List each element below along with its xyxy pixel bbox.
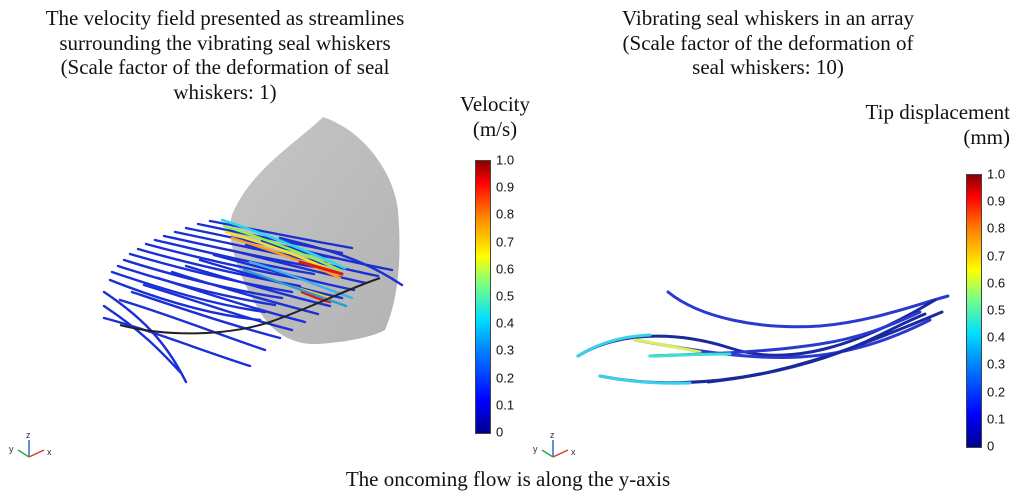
right-panel-title: Vibrating seal whiskers in an array (Sca…: [548, 6, 988, 80]
left-axis-x: x: [47, 447, 52, 457]
streamline-green: [222, 224, 342, 272]
displacement-tick: 0.4: [987, 329, 1006, 345]
velocity-label-unit: (m/s): [472, 117, 518, 141]
whisker-6: [706, 312, 927, 384]
seal-whisker: [119, 277, 381, 335]
velocity-tick: 0.9: [496, 179, 515, 195]
displacement-tick: 0.9: [987, 193, 1006, 209]
displacement-tick: 1.0: [987, 166, 1006, 182]
streamline: [142, 283, 294, 332]
displacement-tick: 0.5: [987, 302, 1006, 318]
displacement-tick: 0.8: [987, 220, 1006, 236]
velocity-tick: 1.0: [496, 152, 515, 168]
streamline-red: [298, 260, 344, 276]
streamline: [153, 238, 316, 276]
displacement-tick: 0.1: [987, 411, 1006, 427]
velocity-tick: 0: [496, 424, 504, 440]
streamline: [108, 278, 262, 322]
left-axis-y: y: [9, 444, 14, 454]
streamline: [110, 270, 267, 314]
velocity-tick: 0.4: [496, 315, 515, 331]
streamline: [102, 304, 182, 374]
streamline: [102, 316, 252, 368]
streamline: [156, 276, 307, 324]
streamline: [228, 248, 368, 285]
displacement-label-unit: (mm): [963, 125, 1010, 149]
streamline: [184, 264, 332, 308]
right-title-line-1: Vibrating seal whiskers in an array: [621, 6, 915, 30]
velocity-tick: 0.1: [496, 397, 515, 413]
velocity-tick: 0.3: [496, 342, 515, 358]
displacement-tick: 0.7: [987, 248, 1006, 264]
left-panel-title: The velocity field presented as streamli…: [0, 6, 450, 104]
figure-caption: The oncoming flow is along the y-axis: [345, 467, 671, 491]
right-axis-x: x: [571, 447, 576, 457]
whisker-1: [666, 290, 950, 329]
whisker-3-tip: [598, 374, 692, 385]
right-axis-y: y: [533, 444, 538, 454]
right-title-line-2: (Scale factor of the deformation of: [622, 30, 914, 55]
streamline: [208, 219, 354, 250]
displacement-tick: 0: [987, 438, 995, 454]
velocity-colorbar-ticks: 1.0 0.9 0.8 0.7 0.6 0.5 0.4 0.3 0.2 0.1 …: [496, 153, 526, 440]
right-axis-z: z: [550, 430, 555, 440]
velocity-tick: 0.2: [496, 370, 515, 386]
displacement-tick: 0.3: [987, 356, 1006, 372]
left-axis-z: z: [26, 430, 31, 440]
whisker-4-tip: [633, 338, 702, 354]
displacement-tick: 0.6: [987, 275, 1006, 291]
streamline: [128, 252, 294, 294]
fast-streamlines: [220, 218, 354, 308]
left-axes-triad: z x y: [9, 430, 52, 458]
streamline-red: [300, 290, 332, 304]
whisker-5-tip: [648, 352, 732, 358]
velocity-tick: 0.5: [496, 288, 515, 304]
streamline: [116, 264, 277, 307]
right-axes-triad: z x y: [533, 430, 576, 458]
displacement-colorbar-label: Tip displacement (mm): [810, 100, 1010, 150]
displacement-colorbar: [966, 174, 982, 448]
velocity-tick: 0.6: [496, 261, 515, 277]
right-title-line-3: seal whiskers: 10): [692, 55, 844, 79]
displacement-tick: 0.2: [987, 384, 1006, 400]
left-title-line-3: (Scale factor of the deformation of seal: [60, 55, 390, 79]
displacement-colorbar-ticks: 1.0 0.9 0.8 0.7 0.6 0.5 0.4 0.3 0.2 0.1 …: [987, 167, 1015, 454]
streamline-teal: [242, 268, 348, 308]
left-title-line-1: The velocity field presented as streamli…: [45, 6, 405, 30]
streamline: [118, 298, 267, 352]
whisker-2-tip: [576, 333, 652, 358]
streamline: [278, 236, 404, 287]
streamline-orange: [230, 236, 342, 280]
left-title-line-4: whiskers: 1): [173, 79, 277, 104]
streamline: [144, 242, 308, 282]
velocity-colorbar-label: Velocity (m/s): [440, 92, 550, 142]
left-title-line-2: surrounding the vibrating seal whiskers: [59, 30, 391, 55]
streamline: [130, 290, 282, 340]
whisker-array: [576, 290, 950, 385]
velocity-label-name: Velocity: [460, 92, 530, 116]
streamline-cyan: [220, 218, 347, 270]
velocity-colorbar: [475, 160, 491, 434]
velocity-tick: 0.8: [496, 206, 515, 222]
velocity-tick: 0.7: [496, 234, 515, 250]
displacement-label-name: Tip displacement: [865, 100, 1010, 124]
